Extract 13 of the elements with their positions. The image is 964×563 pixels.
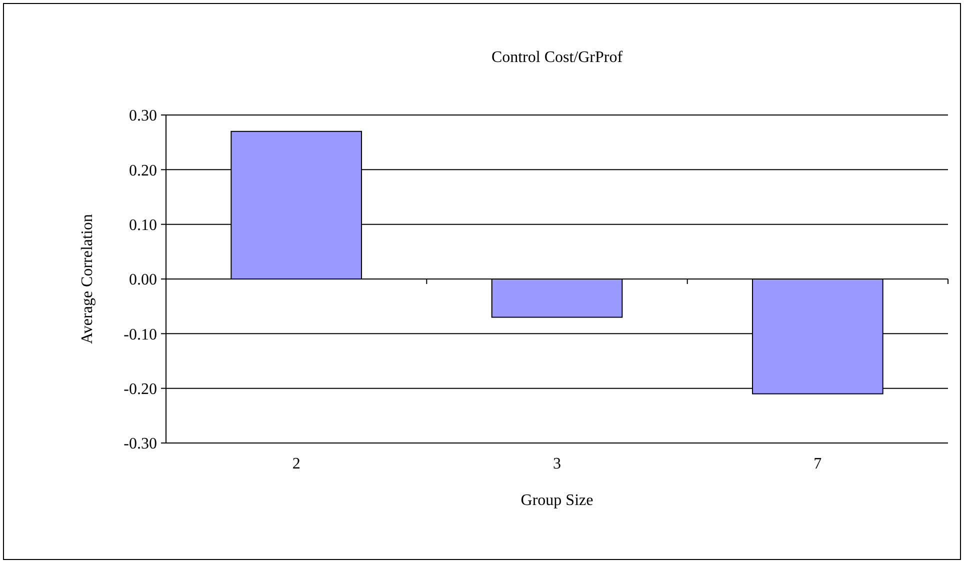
y-tick-label: -0.30	[124, 436, 157, 453]
x-axis-title: Group Size	[520, 492, 594, 509]
y-tick-label: 0.10	[129, 216, 157, 234]
y-tick-label: 0.20	[129, 162, 157, 180]
y-tick-label: 0.30	[129, 108, 157, 125]
y-tick-label: 0.00	[129, 272, 157, 289]
x-tick-label: 2	[292, 456, 300, 473]
y-tick-label: -0.20	[124, 380, 157, 398]
x-tick-label: 7	[814, 456, 822, 473]
chart-title: Control Cost/GrProf	[491, 49, 624, 66]
x-tick-label: 3	[553, 456, 561, 473]
y-tick-label: -0.10	[124, 326, 157, 344]
y-axis-title: Average Correlation	[79, 214, 96, 344]
